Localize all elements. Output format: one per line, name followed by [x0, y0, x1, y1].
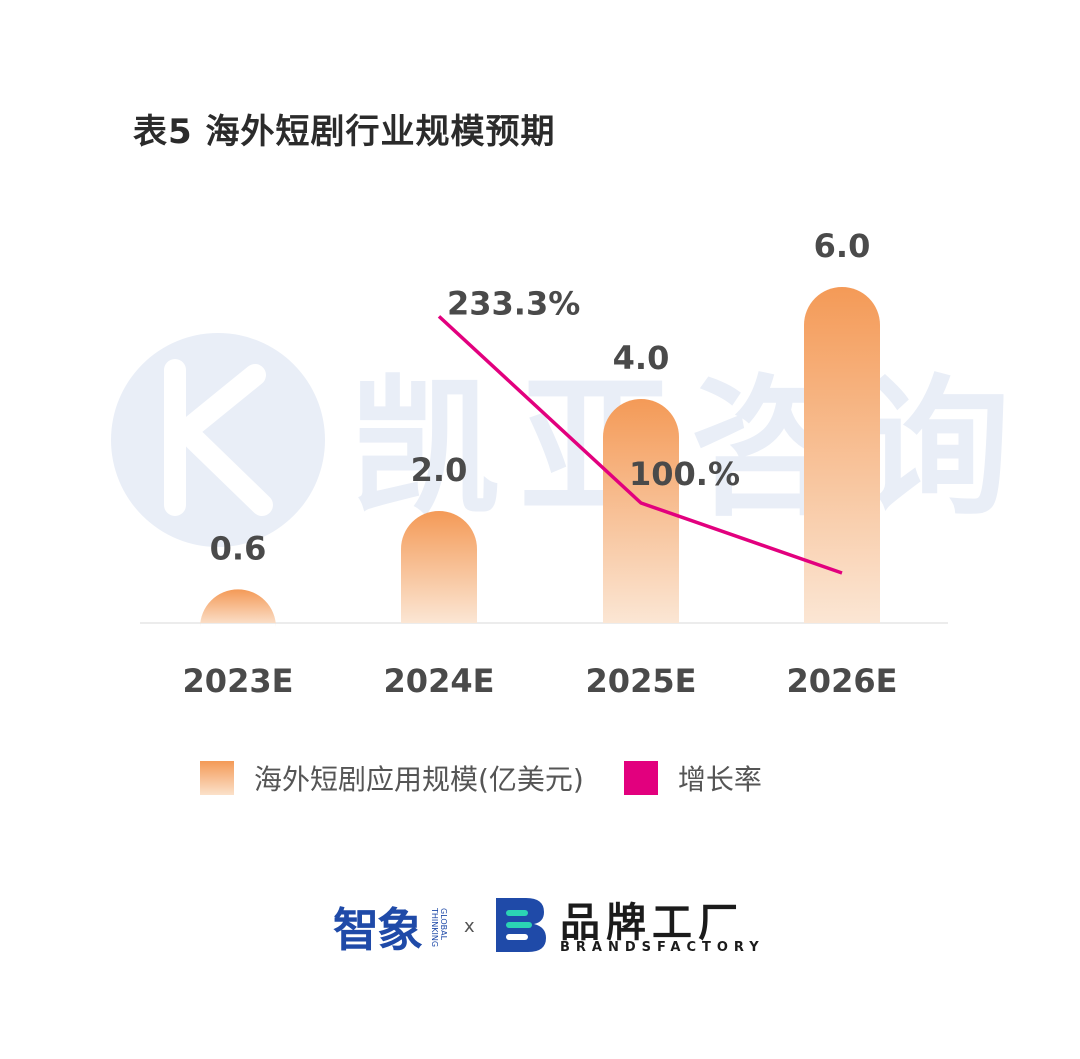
bar-2023E — [200, 589, 276, 628]
brandsfactory-b-icon — [496, 898, 546, 952]
legend-label-line: 增长率 — [677, 763, 762, 796]
x-tick-label: 2025E — [586, 662, 697, 700]
legend-item-line: 增长率 — [623, 758, 762, 798]
logo-separator: x — [464, 916, 475, 937]
logo-zhixiang: 智象 — [333, 903, 423, 957]
bar-value-label: 4.0 — [613, 339, 670, 377]
x-tick-label: 2026E — [787, 662, 898, 700]
growth-value-label: 100.% — [629, 455, 740, 493]
chart-title: 表5 海外短剧行业规模预期 — [133, 112, 556, 152]
footer-logos: 智象 GLOBAL THINKING x 品牌工厂 BRANDSFACTORY — [0, 890, 1080, 970]
x-tick-label: 2024E — [384, 662, 495, 700]
watermark: 凯亚咨询 — [111, 333, 1030, 547]
logo-brandsfactory-cn: 品牌工厂 — [560, 900, 744, 946]
logo-zhixiang-subtitle: GLOBAL THINKING — [430, 908, 448, 948]
bar-2026E — [804, 287, 880, 623]
bar-value-label: 6.0 — [814, 227, 871, 265]
bar-value-label: 0.6 — [210, 529, 267, 567]
legend-swatch-line — [623, 761, 658, 795]
legend-swatch-bar — [200, 761, 234, 795]
growth-line-series: 233.3% 100.% — [437, 284, 843, 575]
logo-brandsfactory-en: BRANDSFACTORY — [560, 940, 765, 955]
legend: 海外短剧应用规模(亿美元) 增长率 — [200, 758, 802, 798]
growth-value-label: 233.3% — [447, 284, 580, 322]
bar-2024E — [401, 511, 477, 623]
x-axis-labels: 2023E 2024E 2025E 2026E — [183, 662, 898, 700]
legend-item-bar: 海外短剧应用规模(亿美元) — [200, 758, 584, 798]
bar-series: 0.6 2.0 4.0 6.0 — [200, 227, 880, 628]
bar-2025E — [603, 399, 679, 623]
chart-area: 凯亚咨询 0.6 2.0 4.0 6.0 233.3% 100.% 2023E 2024E… — [111, 227, 1030, 700]
legend-label-bar: 海外短剧应用规模(亿美元) — [254, 763, 584, 796]
svg-text:凯亚咨询: 凯亚咨询 — [350, 362, 1030, 536]
growth-line — [437, 315, 843, 575]
x-tick-label: 2023E — [183, 662, 294, 700]
bar-value-label: 2.0 — [411, 451, 468, 489]
